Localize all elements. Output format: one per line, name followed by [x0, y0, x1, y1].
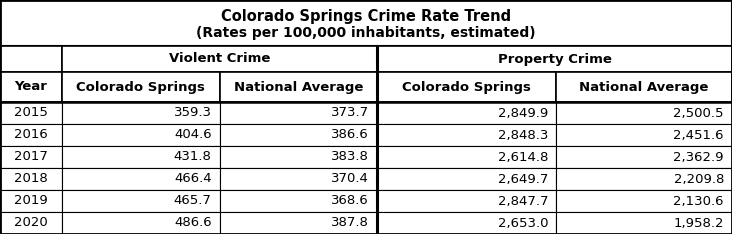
Bar [0, 72, 62, 102]
Bar [220, 168, 377, 190]
Bar [556, 102, 732, 124]
Bar [556, 72, 732, 102]
Bar [556, 190, 732, 212]
Text: 383.8: 383.8 [331, 150, 369, 164]
Bar [0, 168, 62, 190]
Text: 2015: 2015 [14, 106, 48, 120]
Bar [377, 102, 556, 124]
Text: 2,451.6: 2,451.6 [673, 128, 724, 142]
Bar [377, 190, 556, 212]
Text: 2016: 2016 [14, 128, 48, 142]
Text: National Average: National Average [580, 80, 709, 94]
Bar [377, 168, 556, 190]
Text: 2,130.6: 2,130.6 [673, 194, 724, 208]
Bar [0, 190, 62, 212]
Bar [556, 212, 732, 234]
Text: 359.3: 359.3 [173, 106, 212, 120]
Text: 2,849.9: 2,849.9 [498, 106, 548, 120]
Text: 431.8: 431.8 [173, 150, 212, 164]
Bar [62, 72, 220, 102]
Bar [0, 46, 62, 72]
Bar [62, 102, 220, 124]
Text: Year: Year [15, 80, 48, 94]
Text: Colorado Springs Crime Rate Trend: Colorado Springs Crime Rate Trend [221, 9, 511, 24]
Bar [0, 124, 62, 146]
Text: 2018: 2018 [14, 172, 48, 186]
Bar [377, 72, 556, 102]
Text: 386.6: 386.6 [331, 128, 369, 142]
Text: Colorado Springs: Colorado Springs [402, 80, 531, 94]
Text: Violent Crime: Violent Crime [169, 52, 270, 66]
Text: (Rates per 100,000 inhabitants, estimated): (Rates per 100,000 inhabitants, estimate… [196, 26, 536, 40]
Text: National Average: National Average [234, 80, 363, 94]
Bar [62, 190, 220, 212]
Bar [220, 190, 377, 212]
Text: 2017: 2017 [14, 150, 48, 164]
Text: Property Crime: Property Crime [498, 52, 611, 66]
Text: 2,209.8: 2,209.8 [673, 172, 724, 186]
Bar [0, 0, 732, 46]
Bar [0, 102, 62, 124]
Bar [377, 212, 556, 234]
Bar [220, 72, 377, 102]
Text: 404.6: 404.6 [174, 128, 212, 142]
Bar [556, 146, 732, 168]
Text: Colorado Springs: Colorado Springs [76, 80, 206, 94]
Text: 2,500.5: 2,500.5 [673, 106, 724, 120]
Text: 2,847.7: 2,847.7 [498, 194, 548, 208]
Bar [0, 212, 62, 234]
Bar [377, 124, 556, 146]
Bar [556, 124, 732, 146]
Text: 2,614.8: 2,614.8 [498, 150, 548, 164]
Text: 370.4: 370.4 [331, 172, 369, 186]
Bar [220, 102, 377, 124]
Text: 2,848.3: 2,848.3 [498, 128, 548, 142]
Bar [220, 212, 377, 234]
Text: 465.7: 465.7 [173, 194, 212, 208]
Text: 466.4: 466.4 [174, 172, 212, 186]
Bar [62, 124, 220, 146]
Bar [220, 146, 377, 168]
Text: 373.7: 373.7 [331, 106, 369, 120]
Text: 2,653.0: 2,653.0 [498, 216, 548, 230]
Bar [377, 146, 556, 168]
Bar [556, 168, 732, 190]
Text: 2,649.7: 2,649.7 [498, 172, 548, 186]
Text: 2019: 2019 [14, 194, 48, 208]
Bar [62, 46, 377, 72]
Text: 368.6: 368.6 [331, 194, 369, 208]
Bar [220, 124, 377, 146]
Text: 2020: 2020 [14, 216, 48, 230]
Bar [0, 146, 62, 168]
Text: 2,362.9: 2,362.9 [673, 150, 724, 164]
Text: 387.8: 387.8 [331, 216, 369, 230]
Bar [62, 212, 220, 234]
Text: 1,958.2: 1,958.2 [673, 216, 724, 230]
Bar [62, 168, 220, 190]
Bar [62, 146, 220, 168]
Bar [377, 46, 732, 72]
Text: 486.6: 486.6 [174, 216, 212, 230]
